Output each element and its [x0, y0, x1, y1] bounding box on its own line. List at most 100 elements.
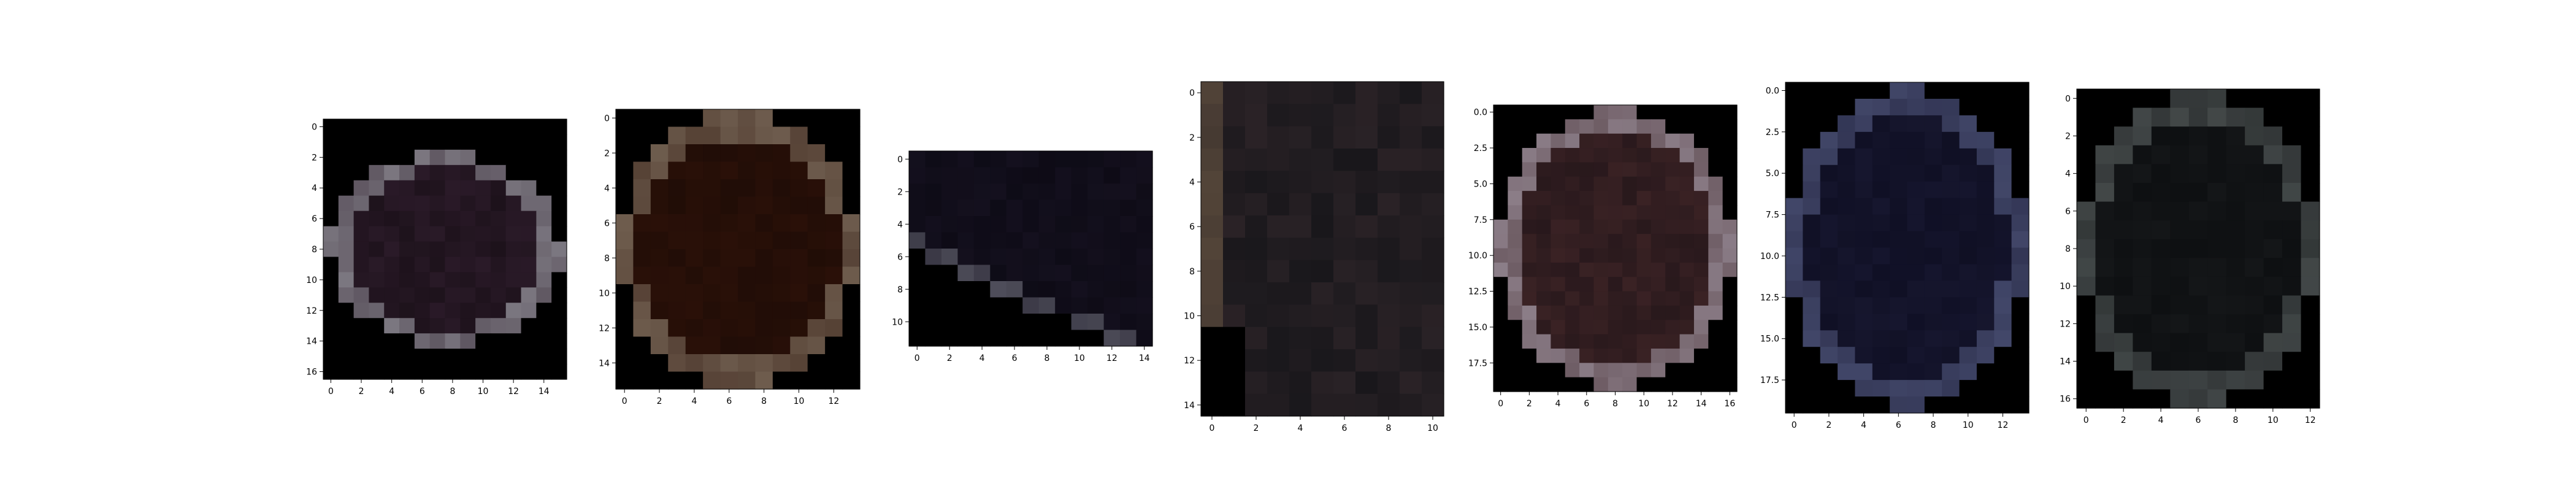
heatmap-cell — [2245, 258, 2264, 277]
heatmap-cell — [1708, 292, 1723, 306]
heatmap-cell — [1565, 292, 1580, 306]
heatmap-cell — [1838, 314, 1855, 331]
heatmap-cell — [1873, 330, 1890, 347]
heatmap-cell — [2012, 396, 2030, 414]
heatmap-cell — [825, 109, 843, 127]
y-tick-label: 12.5 — [1760, 293, 1779, 303]
y-tick-label: 15.0 — [1468, 323, 1487, 333]
x-tick-label: 8 — [1045, 354, 1050, 363]
heatmap-cell — [1803, 132, 1820, 149]
heatmap-cell — [1400, 282, 1422, 305]
heatmap-cell — [1820, 396, 1838, 414]
heatmap-cell — [1680, 119, 1695, 134]
heatmap-cell — [1942, 82, 1960, 99]
heatmap-cell — [2282, 183, 2301, 202]
heatmap-cell — [1579, 234, 1594, 249]
heatmap-cell — [1311, 149, 1334, 171]
heatmap-cell — [1665, 363, 1680, 377]
heatmap-cell — [1355, 149, 1378, 171]
heatmap-cell — [668, 372, 686, 390]
heatmap-cell — [1708, 334, 1723, 349]
heatmap-cell — [721, 127, 738, 145]
x-tick-label: 6 — [1584, 399, 1589, 409]
heatmap-cell — [651, 267, 669, 285]
heatmap-cell — [633, 372, 651, 390]
heatmap-cell — [957, 168, 974, 184]
heatmap-cell — [1565, 191, 1580, 206]
heatmap-cell — [1651, 162, 1666, 177]
heatmap-cell — [990, 298, 1006, 314]
heatmap-cell — [1694, 220, 1709, 234]
heatmap-cell — [521, 242, 537, 258]
heatmap-cell — [1838, 165, 1855, 182]
heatmap-cell — [1551, 205, 1565, 220]
x-tick-label: 0 — [914, 354, 920, 363]
heatmap-cell — [1508, 263, 1522, 277]
heatmap-cell — [974, 330, 991, 347]
heatmap-cell — [491, 318, 506, 334]
heatmap-cell — [551, 349, 567, 365]
heatmap-cell — [651, 214, 669, 232]
heatmap-cell — [1355, 349, 1378, 372]
heatmap-cell — [1855, 115, 1873, 133]
heatmap-cell — [445, 272, 461, 288]
heatmap-cell — [1022, 216, 1039, 233]
heatmap-cell — [755, 337, 773, 355]
x-tick-label: 10 — [2267, 416, 2279, 425]
heatmap-cell — [354, 196, 369, 212]
panel-7: 0 2 4 6 8 10 120246810121416 — [2060, 89, 2320, 425]
panel-6: 0 2 4 6 8 10 120.02.55.07.510.012.515.017.5 — [1760, 82, 2030, 430]
heatmap-cell — [1289, 104, 1312, 126]
heatmap-cell — [1708, 320, 1723, 334]
heatmap-cell — [369, 349, 384, 365]
heatmap-cell — [475, 150, 491, 166]
heatmap-cell — [1022, 168, 1039, 184]
heatmap-cell — [2012, 280, 2030, 298]
heatmap-cell — [1890, 99, 1907, 116]
heatmap-cell — [808, 144, 826, 162]
heatmap-cell — [843, 144, 861, 162]
heatmap-cell — [1201, 82, 1224, 104]
heatmap-cell — [2264, 145, 2283, 164]
heatmap-cell — [2282, 108, 2301, 127]
heatmap-cell — [384, 180, 399, 196]
heatmap-cell — [339, 119, 354, 135]
heatmap-cell — [925, 298, 941, 314]
heatmap-cell — [2077, 164, 2096, 183]
heatmap-cell — [1838, 115, 1855, 133]
heatmap-cell — [1942, 115, 1960, 133]
heatmap-cell — [2226, 220, 2245, 239]
heatmap-cell — [506, 242, 521, 258]
heatmap-cell — [1104, 233, 1121, 249]
heatmap-cell — [2207, 183, 2226, 202]
heatmap-cell — [1994, 231, 2012, 249]
heatmap-cell — [773, 162, 791, 180]
heatmap-cell — [1267, 126, 1290, 149]
heatmap-cell — [1055, 184, 1071, 200]
heatmap-cell — [1120, 233, 1137, 249]
heatmap-cell — [323, 333, 339, 349]
heatmap-cell — [2170, 314, 2189, 333]
heatmap-cell — [974, 184, 991, 200]
heatmap-cell — [1223, 82, 1246, 104]
heatmap-cell — [1333, 282, 1356, 305]
heatmap-cell — [1890, 231, 1907, 249]
heatmap-cell — [1907, 149, 1925, 166]
heatmap-cell — [1925, 314, 1942, 331]
heatmap-cell — [825, 354, 843, 372]
heatmap-cell — [1694, 349, 1709, 363]
heatmap-cell — [1960, 198, 1977, 215]
heatmap-cell — [2114, 352, 2133, 371]
heatmap-cell — [2095, 239, 2114, 258]
heatmap-cell — [491, 119, 506, 135]
heatmap-cell — [1873, 132, 1890, 149]
heatmap-cell — [2301, 239, 2320, 258]
heatmap-cell — [1378, 104, 1400, 126]
heatmap-cell — [2170, 108, 2189, 127]
heatmap-cell — [1665, 177, 1680, 191]
x-tick-label: 0 — [1498, 399, 1503, 409]
heatmap-cell — [460, 196, 475, 212]
heatmap-cell — [1565, 105, 1580, 120]
heatmap-cell — [1223, 238, 1246, 260]
heatmap-cell — [551, 364, 567, 380]
